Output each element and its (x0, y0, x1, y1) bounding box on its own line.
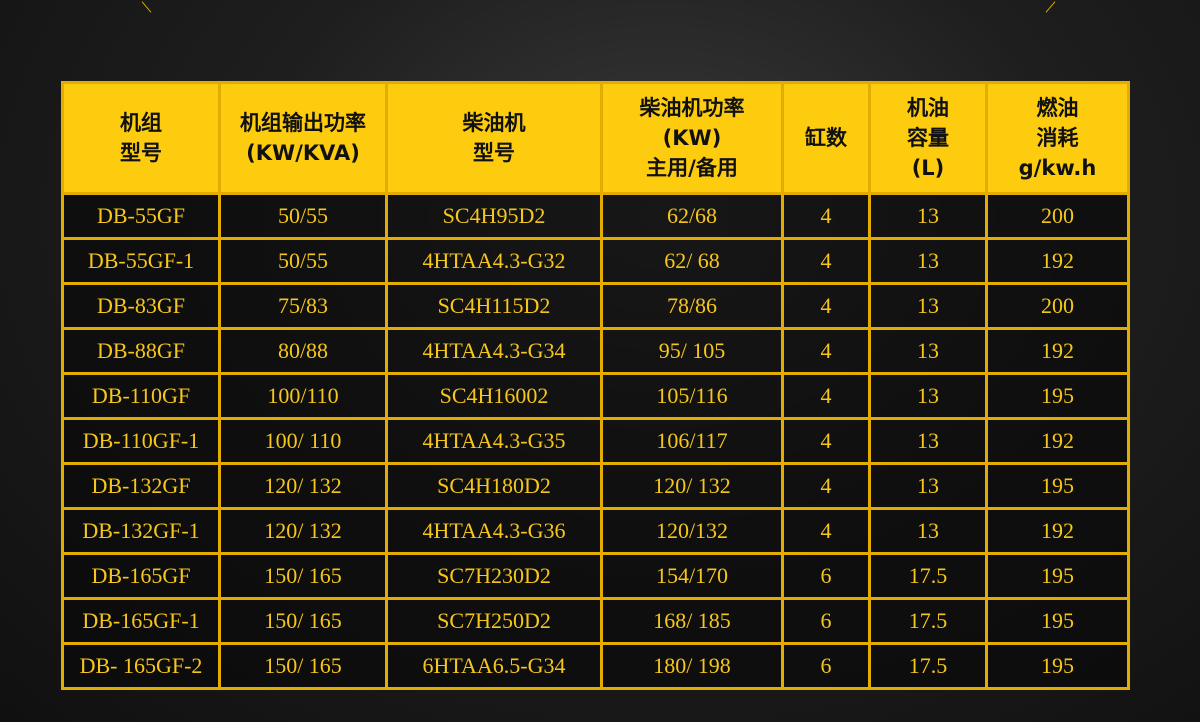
table-cell: 95/ 105 (600, 327, 784, 375)
table-cell: 195 (985, 372, 1130, 420)
table-cell: 62/ 68 (600, 237, 784, 285)
table-cell: 13 (868, 282, 988, 330)
table-cell: 4 (781, 327, 871, 375)
table-header-row: 机组 型号 机组输出功率 (KW/KVA) 柴油机 型号 柴油机功率 (KW) 主用/… (61, 81, 1130, 195)
table-cell: 75/83 (218, 282, 388, 330)
table-cell: 150/ 165 (218, 642, 388, 690)
table-cell: DB-165GF-1 (61, 597, 221, 645)
table-cell: 50/55 (218, 237, 388, 285)
table-cell: DB-83GF (61, 282, 221, 330)
table-cell: 4 (781, 237, 871, 285)
table-cell: DB-110GF-1 (61, 417, 221, 465)
table-cell: 4 (781, 192, 871, 240)
column-header: 柴油机 型号 (385, 81, 603, 195)
table-cell: 195 (985, 597, 1130, 645)
table-cell: 120/ 132 (600, 462, 784, 510)
table-cell: 192 (985, 327, 1130, 375)
table-row: DB-55GF-1 50/55 4HTAA4.3-G32 62/ 68 4 13 192 (61, 237, 1130, 285)
table-cell: DB-88GF (61, 327, 221, 375)
table-cell: 13 (868, 462, 988, 510)
table-cell: 4HTAA4.3-G35 (385, 417, 603, 465)
column-header: 机组 型号 (61, 81, 221, 195)
table-cell: 106/117 (600, 417, 784, 465)
corner-decoration-left (141, 1, 152, 13)
table-cell: 50/55 (218, 192, 388, 240)
table-cell: 200 (985, 282, 1130, 330)
column-header: 缸数 (781, 81, 871, 195)
table-row: DB-132GF 120/ 132 SC4H180D2 120/ 132 4 13 195 (61, 462, 1130, 510)
table-cell: 120/132 (600, 507, 784, 555)
table-cell: 100/ 110 (218, 417, 388, 465)
table-cell: 4 (781, 462, 871, 510)
table-cell: 180/ 198 (600, 642, 784, 690)
table-cell: SC4H95D2 (385, 192, 603, 240)
table-cell: 6HTAA6.5-G34 (385, 642, 603, 690)
table-cell: 17.5 (868, 597, 988, 645)
table-cell: 4 (781, 372, 871, 420)
column-header: 机组输出功率 (KW/KVA) (218, 81, 388, 195)
table-cell: 4 (781, 507, 871, 555)
table-cell: 195 (985, 462, 1130, 510)
column-header: 燃油 消耗 g/kw.h (985, 81, 1130, 195)
table-row: DB-55GF 50/55 SC4H95D2 62/68 4 13 200 (61, 192, 1130, 240)
table-cell: 100/110 (218, 372, 388, 420)
table-cell: 6 (781, 642, 871, 690)
table-cell: SC7H230D2 (385, 552, 603, 600)
table-row: DB-132GF-1 120/ 132 4HTAA4.3-G36 120/132 4 13… (61, 507, 1130, 555)
generator-spec-table: 机组 型号 机组输出功率 (KW/KVA) 柴油机 型号 柴油机功率 (KW) 主用/… (61, 81, 1130, 690)
table-cell: 120/ 132 (218, 507, 388, 555)
table-cell: 150/ 165 (218, 552, 388, 600)
table-cell: 150/ 165 (218, 597, 388, 645)
table-cell: 13 (868, 192, 988, 240)
column-header: 机油 容量 (L) (868, 81, 988, 195)
table-row: DB- 165GF-2 150/ 165 6HTAA6.5-G34 180/ 198 6… (61, 642, 1130, 690)
table-row: DB-88GF 80/88 4HTAA4.3-G34 95/ 105 4 13 192 (61, 327, 1130, 375)
table-cell: DB-110GF (61, 372, 221, 420)
table-cell: 4HTAA4.3-G36 (385, 507, 603, 555)
table-cell: DB-132GF (61, 462, 221, 510)
table-cell: 120/ 132 (218, 462, 388, 510)
table-cell: DB-55GF-1 (61, 237, 221, 285)
table-cell: 13 (868, 372, 988, 420)
table-row: DB-110GF 100/110 SC4H16002 105/116 4 13 195 (61, 372, 1130, 420)
table-cell: 6 (781, 597, 871, 645)
table-cell: 13 (868, 417, 988, 465)
table-cell: DB-165GF (61, 552, 221, 600)
table-cell: SC4H115D2 (385, 282, 603, 330)
table-cell: 17.5 (868, 552, 988, 600)
table-cell: 4HTAA4.3-G34 (385, 327, 603, 375)
table-cell: 195 (985, 642, 1130, 690)
table-cell: 6 (781, 552, 871, 600)
table-cell: SC7H250D2 (385, 597, 603, 645)
table-row: DB-110GF-1 100/ 110 4HTAA4.3-G35 106/117 4 13… (61, 417, 1130, 465)
table-cell: 192 (985, 417, 1130, 465)
corner-decoration-right (1045, 1, 1056, 13)
table-cell: 192 (985, 237, 1130, 285)
table-row: DB-165GF 150/ 165 SC7H230D2 154/170 6 17.5 195 (61, 552, 1130, 600)
table-cell: 4HTAA4.3-G32 (385, 237, 603, 285)
table-cell: 78/86 (600, 282, 784, 330)
table-cell: 13 (868, 237, 988, 285)
table-cell: 4 (781, 417, 871, 465)
table-cell: 62/68 (600, 192, 784, 240)
table-cell: DB-132GF-1 (61, 507, 221, 555)
table-row: DB-165GF-1 150/ 165 SC7H250D2 168/ 185 6 17.5… (61, 597, 1130, 645)
table-cell: 192 (985, 507, 1130, 555)
table-cell: 195 (985, 552, 1130, 600)
table-cell: 80/88 (218, 327, 388, 375)
table-cell: 105/116 (600, 372, 784, 420)
table-cell: 154/170 (600, 552, 784, 600)
table-cell: DB- 165GF-2 (61, 642, 221, 690)
table-cell: SC4H180D2 (385, 462, 603, 510)
table-row: DB-83GF 75/83 SC4H115D2 78/86 4 13 200 (61, 282, 1130, 330)
table-cell: 13 (868, 507, 988, 555)
table-cell: 168/ 185 (600, 597, 784, 645)
table-cell: 17.5 (868, 642, 988, 690)
table-cell: 200 (985, 192, 1130, 240)
table-cell: 4 (781, 282, 871, 330)
table-cell: SC4H16002 (385, 372, 603, 420)
column-header: 柴油机功率 (KW) 主用/备用 (600, 81, 784, 195)
table-cell: 13 (868, 327, 988, 375)
table-cell: DB-55GF (61, 192, 221, 240)
